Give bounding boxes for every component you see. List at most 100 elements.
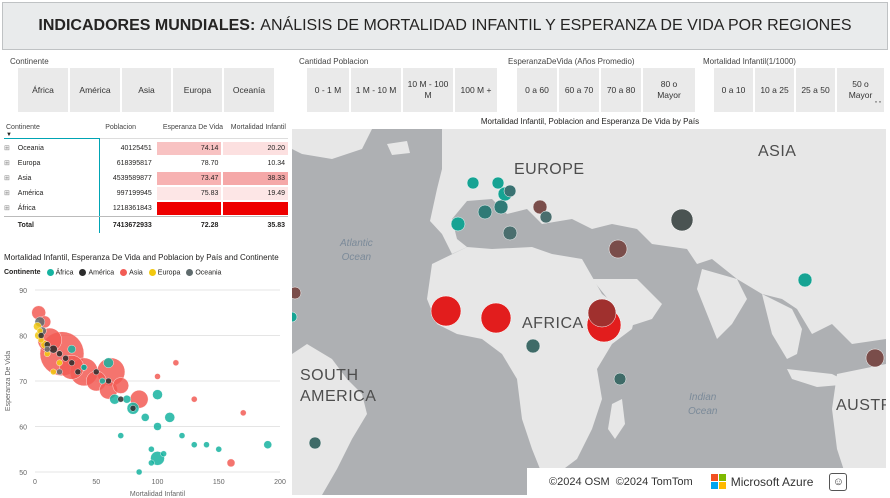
more-options-icon[interactable]: ·· (874, 94, 882, 108)
col-header-continente[interactable]: Continente (6, 123, 40, 131)
feedback-smiley-icon[interactable]: ☺ (829, 472, 848, 491)
scatter-point-frica[interactable] (122, 394, 132, 404)
table-row[interactable]: ⊞ Europa 618395817 78.70 10.34 (4, 156, 288, 170)
scatter-point-frica[interactable] (164, 412, 175, 423)
scatter-point-europa[interactable] (50, 368, 57, 376)
legend-item-america[interactable]: América (79, 269, 114, 276)
expand-icon[interactable]: ⊞ (4, 205, 10, 212)
scatter-point-amrica[interactable] (105, 377, 112, 385)
slicer-tile-america[interactable]: América (70, 68, 120, 112)
scatter-point-frica[interactable] (153, 422, 162, 431)
attribution-tomtom[interactable]: ©2024 TomTom (615, 475, 693, 488)
slicer-tile-mort-25-50[interactable]: 25 a 50 (796, 68, 835, 112)
scatter-point-asia[interactable] (172, 359, 180, 367)
table-row[interactable]: ⊞ Oceania 40125451 74.14 20.20 (4, 141, 288, 155)
slicer-tile-pob-1-10m[interactable]: 1 M - 10 M (351, 68, 401, 112)
bubble-map[interactable]: EUROPE ASIA AFRICA SOUTH AMERICA AUSTR A… (292, 129, 886, 495)
legend-item-oceania[interactable]: Oceania (186, 269, 221, 276)
slicer-tile-esp-60-70[interactable]: 60 a 70 (559, 68, 599, 112)
cell-poblacion: 40125451 (120, 144, 152, 152)
scatter-point-asia[interactable] (112, 377, 129, 394)
x-tick-label: 50 (92, 479, 100, 486)
scatter-point-frica[interactable] (215, 446, 222, 453)
scatter-point-oceania[interactable] (56, 368, 63, 376)
y-tick-label: 50 (19, 470, 27, 477)
scatter-point-frica[interactable] (203, 441, 210, 448)
expand-icon[interactable]: ⊞ (4, 175, 10, 182)
slicer-tile-esp-0-60[interactable]: 0 a 60 (517, 68, 557, 112)
scatter-point-asia[interactable] (191, 395, 198, 403)
slicer-tile-pob-100m-plus[interactable]: 100 M + (455, 68, 497, 112)
bubble-group (292, 176, 885, 450)
scatter-point-amrica[interactable] (62, 355, 69, 362)
slicer-tile-esp-70-80[interactable]: 70 a 80 (601, 68, 641, 112)
scatter-point-frica[interactable] (152, 389, 163, 400)
slicer-tile-mort-10-25[interactable]: 10 a 25 (755, 68, 794, 112)
col-header-mortalidad[interactable]: Mortalidad Infantil (230, 123, 286, 131)
map-bubble (613, 372, 627, 386)
slicer-tile-africa[interactable]: África (18, 68, 68, 112)
scatter-point-frica[interactable] (148, 446, 155, 453)
slicer-tile-oceania[interactable]: Oceanía (224, 68, 274, 112)
slicer-tile-asia[interactable]: Asia (122, 68, 171, 112)
scatter-point-amrica[interactable] (74, 368, 82, 376)
scatter-point-frica[interactable] (67, 344, 76, 354)
scatter-point-frica[interactable] (103, 357, 114, 369)
scatter-point-frica[interactable] (160, 450, 167, 458)
scatter-point-amrica[interactable] (68, 359, 75, 367)
scatter-point-frica[interactable] (135, 468, 143, 476)
scatter-point-frica[interactable] (263, 440, 272, 449)
legend-item-asia[interactable]: Asia (120, 269, 143, 276)
sort-arrow-icon[interactable]: ▼ (6, 132, 12, 138)
map-label-south-america: SOUTH AMERICA (300, 367, 377, 405)
scatter-point-frica[interactable] (117, 432, 124, 439)
expand-icon[interactable]: ⊞ (4, 190, 10, 197)
scatter-chart[interactable]: 90 80 70 60 50 0 50 100 150 200 Mortalidad Infanti… (0, 280, 290, 498)
land-uk (452, 174, 467, 204)
scatter-point-frica[interactable] (191, 441, 198, 448)
y-tick-label: 60 (19, 425, 27, 432)
slicer-tile-pob-0-1m[interactable]: 0 - 1 M (307, 68, 349, 112)
scatter-point-amrica[interactable] (117, 395, 124, 403)
scatter-point-amrica[interactable] (37, 332, 45, 339)
attribution-osm[interactable]: ©2024 OSM (549, 475, 610, 488)
slicer-tile-esp-80-plus[interactable]: 80 o Mayor (643, 68, 695, 112)
map-bubble (587, 298, 617, 328)
scatter-point-frica[interactable] (178, 432, 186, 439)
header-underline (4, 138, 100, 139)
slicer-mortalidad: 0 a 10 10 a 25 25 a 50 50 o Mayor (714, 68, 884, 112)
scatter-point-amrica[interactable] (93, 368, 100, 376)
table-row[interactable]: ⊞ Asia 4539589877 73.47 38.33 (4, 171, 288, 185)
scatter-point-amrica[interactable] (56, 350, 63, 357)
table-row[interactable]: ⊞ América 997199945 75.83 19.49 (4, 186, 288, 200)
expand-icon[interactable]: ⊞ (4, 145, 10, 152)
scatter-point-frica[interactable] (99, 377, 106, 385)
scatter-point-frica[interactable] (148, 459, 155, 467)
scatter-point-asia[interactable] (240, 409, 247, 417)
col-header-poblacion[interactable]: Poblacion (105, 123, 136, 131)
legend-item-europa[interactable]: Europa (148, 269, 180, 276)
slicer-tile-pob-10-100m[interactable]: 10 M - 100 M (403, 68, 453, 112)
scatter-point-amrica[interactable] (129, 405, 137, 412)
legend-label: Asia (129, 269, 143, 277)
col-header-esperanza[interactable]: Esperanza De Vida (162, 123, 223, 131)
slicer-tile-mort-0-10[interactable]: 0 a 10 (714, 68, 753, 112)
scatter-point-frica[interactable] (141, 413, 150, 422)
scatter-point-asia[interactable] (154, 373, 161, 380)
scatter-point-oceania[interactable] (44, 345, 51, 353)
map-bubbles[interactable] (292, 129, 886, 495)
scatter-point-asia[interactable] (226, 458, 236, 468)
scatter-title: Mortalidad Infantil, Esperanza De Vida a… (4, 253, 279, 262)
cell-esperanza: 78.70 (156, 156, 222, 170)
matrix-table: Continente Poblacion Esperanza De Vida M… (4, 118, 288, 236)
expand-icon[interactable]: ⊞ (4, 160, 10, 167)
land-madagascar (608, 399, 625, 439)
table-row[interactable]: ⊞ África 1218361843 (4, 201, 288, 215)
scatter-point-amrica[interactable] (49, 344, 58, 354)
legend-item-africa[interactable]: África (46, 269, 73, 276)
map-label-asia: ASIA (758, 143, 797, 160)
scatter-point-frica[interactable] (80, 364, 88, 371)
slicer-tile-mort-50-plus[interactable]: 50 o Mayor (837, 68, 884, 112)
scatter-point-europa[interactable] (56, 359, 63, 367)
slicer-tile-europa[interactable]: Europa (173, 68, 222, 112)
